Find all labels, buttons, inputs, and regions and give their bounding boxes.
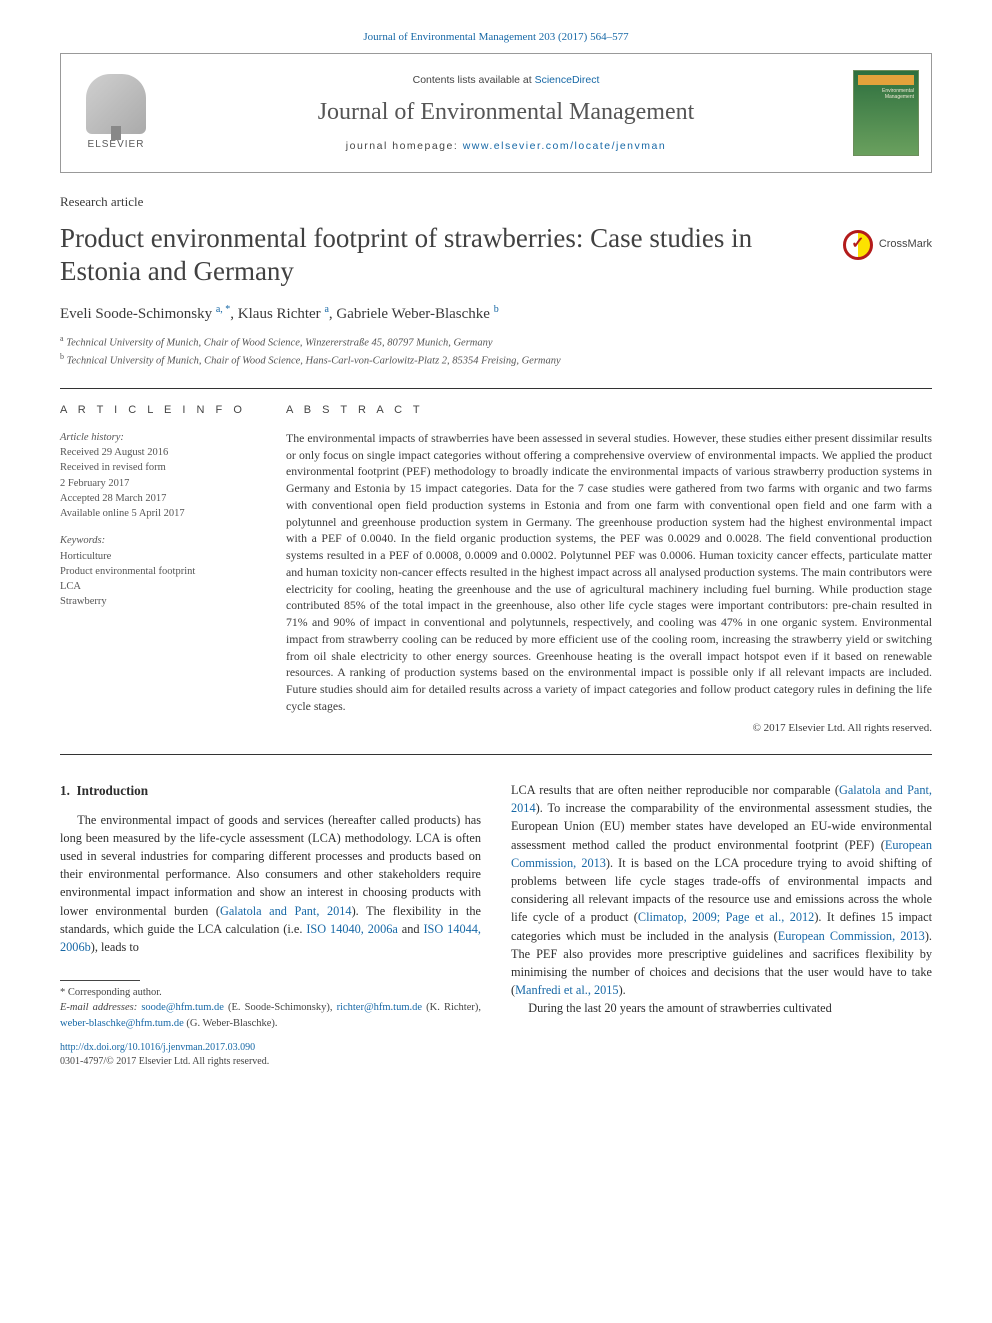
journal-homepage-line: journal homepage: www.elsevier.com/locat… — [346, 139, 666, 154]
intro-para-1-cont: LCA results that are often neither repro… — [511, 781, 932, 999]
article-history: Article history: Received 29 August 2016… — [60, 430, 250, 521]
email-addresses: E-mail addresses: soode@hfm.tum.de (E. S… — [60, 1000, 481, 1030]
publisher-logo-cell: ELSEVIER — [61, 54, 171, 172]
journal-title: Journal of Environmental Management — [318, 96, 695, 130]
history-revised-1: Received in revised form — [60, 460, 250, 475]
affiliation-b: b Technical University of Munich, Chair … — [60, 351, 932, 369]
journal-citation: Journal of Environmental Management 203 … — [60, 30, 932, 45]
title-row: Product environmental footprint of straw… — [60, 222, 932, 290]
divider-top — [60, 388, 932, 389]
cite-climatop-page[interactable]: Climatop, 2009; Page et al., 2012 — [638, 910, 814, 924]
cover-text: EnvironmentalManagement — [858, 89, 914, 100]
kw-3: LCA — [60, 579, 250, 594]
body-columns: 1. Introduction The environmental impact… — [60, 781, 932, 1069]
abstract-text: The environmental impacts of strawberrie… — [286, 430, 932, 715]
author-1-affil: a, * — [216, 304, 230, 315]
history-online: Available online 5 April 2017 — [60, 506, 250, 521]
corresponding-note: * Corresponding author. — [60, 985, 481, 1000]
elsevier-tree-icon — [86, 74, 146, 134]
abstract-head: A B S T R A C T — [286, 403, 932, 418]
abstract-copyright: © 2017 Elsevier Ltd. All rights reserved… — [286, 721, 932, 736]
contents-prefix: Contents lists available at — [413, 74, 535, 86]
contents-line: Contents lists available at ScienceDirec… — [413, 73, 600, 88]
email-2[interactable]: richter@hfm.tum.de — [337, 1002, 422, 1013]
elsevier-logo[interactable]: ELSEVIER — [86, 74, 146, 152]
author-2: , Klaus Richter — [230, 306, 324, 322]
info-abstract-row: A R T I C L E I N F O Article history: R… — [60, 403, 932, 737]
history-accepted: Accepted 28 March 2017 — [60, 491, 250, 506]
history-revised-2: 2 February 2017 — [60, 476, 250, 491]
section-heading: 1. Introduction — [60, 781, 481, 801]
crossmark[interactable]: CrossMark — [843, 230, 932, 260]
affiliation-a: a Technical University of Munich, Chair … — [60, 333, 932, 351]
author-3: , Gabriele Weber-Blaschke — [329, 306, 494, 322]
body-col-right: LCA results that are often neither repro… — [511, 781, 932, 1069]
article-type: Research article — [60, 193, 932, 211]
divider-bottom — [60, 754, 932, 755]
journal-header-center: Contents lists available at ScienceDirec… — [171, 54, 841, 172]
abstract: A B S T R A C T The environmental impact… — [286, 403, 932, 737]
crossmark-label: CrossMark — [879, 237, 932, 252]
cite-manfredi-2015[interactable]: Manfredi et al., 2015 — [515, 983, 618, 997]
article-title: Product environmental footprint of straw… — [60, 222, 829, 290]
intro-para-2: During the last 20 years the amount of s… — [511, 999, 932, 1017]
article-info-head: A R T I C L E I N F O — [60, 403, 250, 418]
issn-copyright: 0301-4797/© 2017 Elsevier Ltd. All right… — [60, 1055, 481, 1069]
keywords-label: Keywords: — [60, 533, 250, 548]
cite-iso14040[interactable]: ISO 14040, 2006a — [306, 922, 398, 936]
email-1[interactable]: soode@hfm.tum.de — [141, 1002, 224, 1013]
keywords: Keywords: Horticulture Product environme… — [60, 533, 250, 609]
doi-link[interactable]: http://dx.doi.org/10.1016/j.jenvman.2017… — [60, 1042, 255, 1053]
article-info: A R T I C L E I N F O Article history: R… — [60, 403, 250, 737]
email-3[interactable]: weber-blaschke@hfm.tum.de — [60, 1018, 184, 1029]
authors: Eveli Soode-Schimonsky a, *, Klaus Richt… — [60, 303, 932, 325]
journal-cover-thumb[interactable]: EnvironmentalManagement — [853, 70, 919, 156]
affiliations: a Technical University of Munich, Chair … — [60, 333, 932, 370]
sciencedirect-link[interactable]: ScienceDirect — [535, 74, 600, 86]
cite-galatola-2014a[interactable]: Galatola and Pant, 2014 — [220, 904, 352, 918]
publisher-name: ELSEVIER — [86, 138, 146, 152]
kw-2: Product environmental footprint — [60, 564, 250, 579]
author-3-affil: b — [494, 304, 499, 315]
journal-cover-cell: EnvironmentalManagement — [841, 54, 931, 172]
journal-citation-link[interactable]: Journal of Environmental Management 203 … — [363, 31, 628, 43]
bottom-identifiers: http://dx.doi.org/10.1016/j.jenvman.2017… — [60, 1041, 481, 1069]
journal-home-prefix: journal homepage: — [346, 140, 463, 152]
crossmark-icon — [843, 230, 873, 260]
kw-4: Strawberry — [60, 594, 250, 609]
history-received: Received 29 August 2016 — [60, 445, 250, 460]
history-label: Article history: — [60, 430, 250, 445]
journal-header: ELSEVIER Contents lists available at Sci… — [60, 53, 932, 173]
journal-home-link[interactable]: www.elsevier.com/locate/jenvman — [463, 140, 666, 152]
author-1: Eveli Soode-Schimonsky — [60, 306, 216, 322]
body-col-left: 1. Introduction The environmental impact… — [60, 781, 481, 1069]
intro-para-1: The environmental impact of goods and se… — [60, 811, 481, 957]
cite-ec-2013b[interactable]: European Commission, 2013 — [778, 929, 925, 943]
kw-1: Horticulture — [60, 549, 250, 564]
footnotes: * Corresponding author. E-mail addresses… — [60, 980, 481, 1031]
